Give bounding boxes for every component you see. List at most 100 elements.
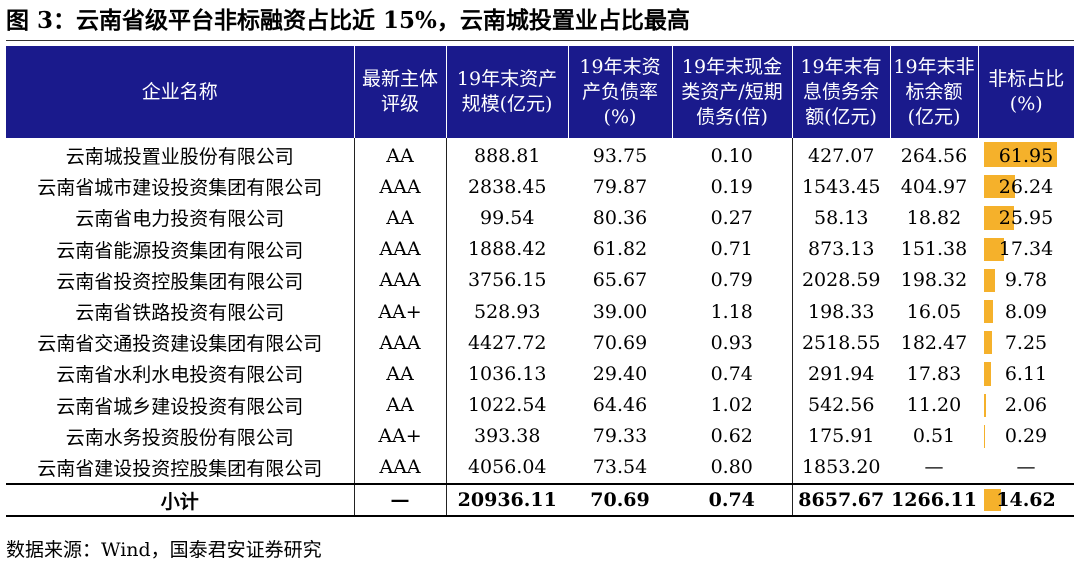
source-note: 数据来源：Wind，国泰君安证券研究: [6, 539, 322, 561]
header-interest-debt: 19年末有息债务余额(亿元): [791, 46, 890, 138]
share-value: 61.95: [998, 144, 1054, 167]
cell-name: 云南省电力投资有限公司: [6, 202, 355, 234]
cell-nonstd-share: 26.24: [978, 171, 1074, 202]
cell-rating: AA: [354, 202, 447, 234]
cell-debt-ratio: 61.82: [592, 238, 648, 261]
cell-nonstd: 11.20: [906, 394, 962, 417]
cell-name: 小计: [6, 483, 355, 518]
share-value: 0.29: [1004, 425, 1048, 448]
cell-nonstd-share: 0.29: [978, 421, 1074, 452]
cell-cash-ratio: 0.79: [672, 264, 793, 296]
cell-debt-ratio: 73.54: [592, 456, 648, 479]
cell-cash-ratio: 0.62: [672, 420, 793, 452]
cell-nonstd: 264.56: [900, 144, 968, 167]
cell-interest-debt: 542.56: [808, 394, 875, 417]
cell-assets: 4427.72: [467, 331, 547, 354]
cell-nonstd-share: 14.62: [978, 483, 1074, 518]
cell-cash-ratio: 0.27: [672, 202, 793, 234]
share-value: 9.78: [1004, 269, 1048, 292]
share-value: —: [1016, 456, 1036, 479]
header-nonstd-share: 非标占比(%): [977, 46, 1074, 138]
cell-name: 云南水务投资股份有限公司: [6, 420, 355, 452]
share-bar: [984, 489, 1002, 512]
table-row: 云南省投资控股集团有限公司 AAA 3756.15 65.67 0.79 2028.59 1…: [6, 264, 1074, 296]
cell-assets: 2838.45: [467, 175, 547, 198]
cell-name: 云南省能源投资集团有限公司: [6, 233, 355, 265]
share-value: 8.09: [1004, 300, 1048, 323]
cell-assets: 888.81: [474, 144, 541, 167]
cell-name: 云南省城乡建设投资有限公司: [6, 389, 355, 421]
share-bar: [984, 331, 993, 355]
share-value: 7.25: [1004, 331, 1048, 354]
table-row: 云南省电力投资有限公司 AA 99.54 80.36 0.27 58.13 18.82 25.…: [6, 202, 1074, 234]
cell-nonstd: 18.82: [906, 206, 962, 229]
share-bar: [984, 206, 1015, 230]
cell-assets: 3756.15: [467, 269, 547, 292]
cell-name: 云南城投置业股份有限公司: [6, 138, 355, 172]
share-value: 14.62: [996, 489, 1056, 512]
top-rule: [6, 40, 1074, 41]
cell-name: 云南省城市建设投资集团有限公司: [6, 171, 355, 203]
cell-rating: AAA: [354, 171, 447, 203]
cell-name: 云南省水利水电投资有限公司: [6, 358, 355, 390]
header-rating: 最新主体评级: [353, 46, 446, 138]
cell-rating: AA+: [354, 295, 447, 328]
share-value: 2.06: [1004, 394, 1048, 417]
cell-debt-ratio: 70.69: [592, 331, 648, 354]
cell-nonstd-share: 2.06: [978, 390, 1074, 421]
header-cash-ratio: 19年末现金类资产/短期债务(倍): [671, 46, 792, 138]
header-debt-ratio: 19年末资产负债率(%): [567, 46, 672, 138]
cell-nonstd: 17.83: [906, 362, 962, 385]
figure-title: 图 3：云南省级平台非标融资占比近 15%，云南城投置业占比最高: [6, 7, 690, 34]
cell-nonstd: 0.51: [912, 425, 956, 448]
cell-rating: AA: [354, 358, 447, 390]
share-bar: [984, 175, 1015, 199]
cell-interest-debt: 1853.20: [801, 456, 881, 479]
cell-debt-ratio: 70.69: [568, 483, 672, 518]
share-value: 17.34: [998, 238, 1054, 261]
cell-rating: AAA: [354, 451, 447, 485]
cell-rating: AAA: [354, 233, 447, 265]
cell-rating: AA: [354, 138, 447, 172]
cell-cash-ratio: 0.93: [672, 327, 793, 359]
header-assets: 19年末资产规模(亿元): [445, 46, 568, 138]
header-name: 企业名称: [6, 46, 354, 138]
cell-name: 云南省铁路投资有限公司: [6, 295, 355, 328]
cell-interest-debt: 427.07: [808, 144, 875, 167]
share-bar: [984, 268, 996, 292]
cell-debt-ratio: 64.46: [592, 394, 648, 417]
cell-nonstd: —: [924, 456, 944, 479]
cell-nonstd-share: 9.78: [978, 265, 1074, 296]
cell-nonstd: 404.97: [900, 175, 968, 198]
share-value: 25.95: [998, 206, 1054, 229]
cell-rating: —: [354, 483, 447, 518]
cell-cash-ratio: 0.19: [672, 171, 793, 203]
cell-nonstd-share: 6.11: [978, 358, 1074, 389]
cell-nonstd: 1266.11: [890, 483, 978, 518]
table-row: 云南省城乡建设投资有限公司 AA 1022.54 64.46 1.02 542.56 11.…: [6, 389, 1074, 421]
cell-name: 云南省交通投资建设集团有限公司: [6, 327, 355, 359]
cell-assets: 393.38: [474, 425, 541, 448]
cell-nonstd: 151.38: [900, 238, 968, 261]
platform-table: 企业名称 最新主体评级 19年末资产规模(亿元) 19年末资产负债率(%) 19…: [6, 46, 1074, 518]
cell-debt-ratio: 29.40: [592, 362, 648, 385]
share-bar: [984, 393, 987, 417]
cell-nonstd-share: 25.95: [978, 202, 1074, 233]
table-row: 云南省建设投资控股集团有限公司 AAA 4056.04 73.54 0.80 1853.2…: [6, 451, 1074, 485]
cell-cash-ratio: 0.80: [672, 451, 793, 485]
cell-debt-ratio: 79.33: [592, 425, 648, 448]
cell-nonstd-share: 61.95: [978, 138, 1074, 171]
cell-assets: 528.93: [474, 300, 541, 323]
table-row: 云南水务投资股份有限公司 AA+ 393.38 79.33 0.62 175.91 0.51…: [6, 420, 1074, 452]
header-row: 企业名称 最新主体评级 19年末资产规模(亿元) 19年末资产负债率(%) 19…: [6, 46, 1074, 138]
cell-nonstd-share: 7.25: [978, 327, 1074, 358]
share-value: 26.24: [998, 175, 1054, 198]
header-nonstd: 19年末非标余额(亿元): [889, 46, 978, 138]
cell-name: 云南省建设投资控股集团有限公司: [6, 451, 355, 485]
cell-cash-ratio: 0.74: [672, 483, 793, 518]
cell-assets: 1888.42: [467, 238, 547, 261]
cell-cash-ratio: 1.02: [672, 389, 793, 421]
cell-name: 云南省投资控股集团有限公司: [6, 264, 355, 296]
cell-assets: 20936.11: [446, 483, 568, 518]
cell-nonstd: 16.05: [906, 300, 962, 323]
